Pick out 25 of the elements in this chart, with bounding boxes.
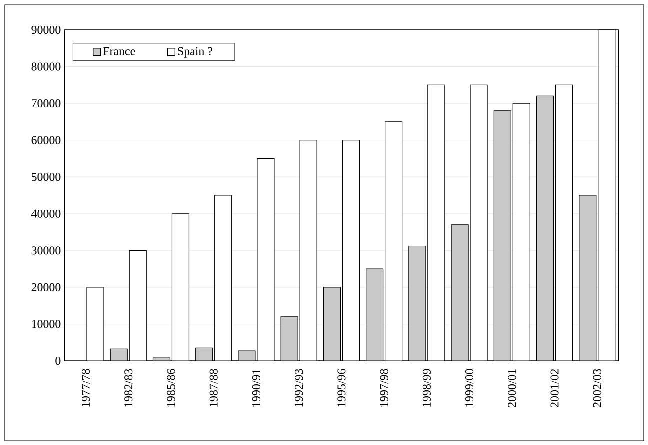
x-tick-label: 2000/01	[508, 369, 516, 408]
x-tick-label: 1992/93	[295, 369, 304, 407]
y-tick-label: 50000	[32, 173, 61, 182]
x-tick-label: 2002/03	[593, 369, 602, 408]
legend-label: Spain ?	[178, 47, 212, 58]
x-tick-label: 1985/86	[167, 369, 176, 407]
x-tick-label: 1977/78	[82, 369, 90, 407]
y-tick-label: 90000	[32, 26, 61, 34]
y-tick-label: 40000	[32, 210, 61, 218]
legend-label: France	[103, 47, 136, 56]
y-tick-label: 10000	[32, 320, 61, 328]
x-tick-label: 1997/98	[380, 369, 388, 407]
y-tick-label: 80000	[32, 62, 61, 71]
x-tick-label: 2001/02	[550, 369, 559, 408]
y-tick-label: 60000	[32, 136, 61, 144]
x-tick-label: 1995/96	[338, 369, 346, 407]
y-tick-label: 20000	[32, 283, 61, 292]
x-tick-label: 1990/91	[252, 369, 260, 407]
y-tick-label: 0	[56, 356, 61, 366]
x-tick-label: 1987/88	[210, 369, 218, 407]
y-tick-label: 30000	[32, 246, 61, 255]
x-tick-label: 1982/83	[124, 369, 133, 407]
x-tick-label: 1999/00	[466, 369, 474, 407]
y-tick-label: 70000	[32, 100, 61, 108]
x-tick-label: 1998/99	[422, 369, 431, 407]
